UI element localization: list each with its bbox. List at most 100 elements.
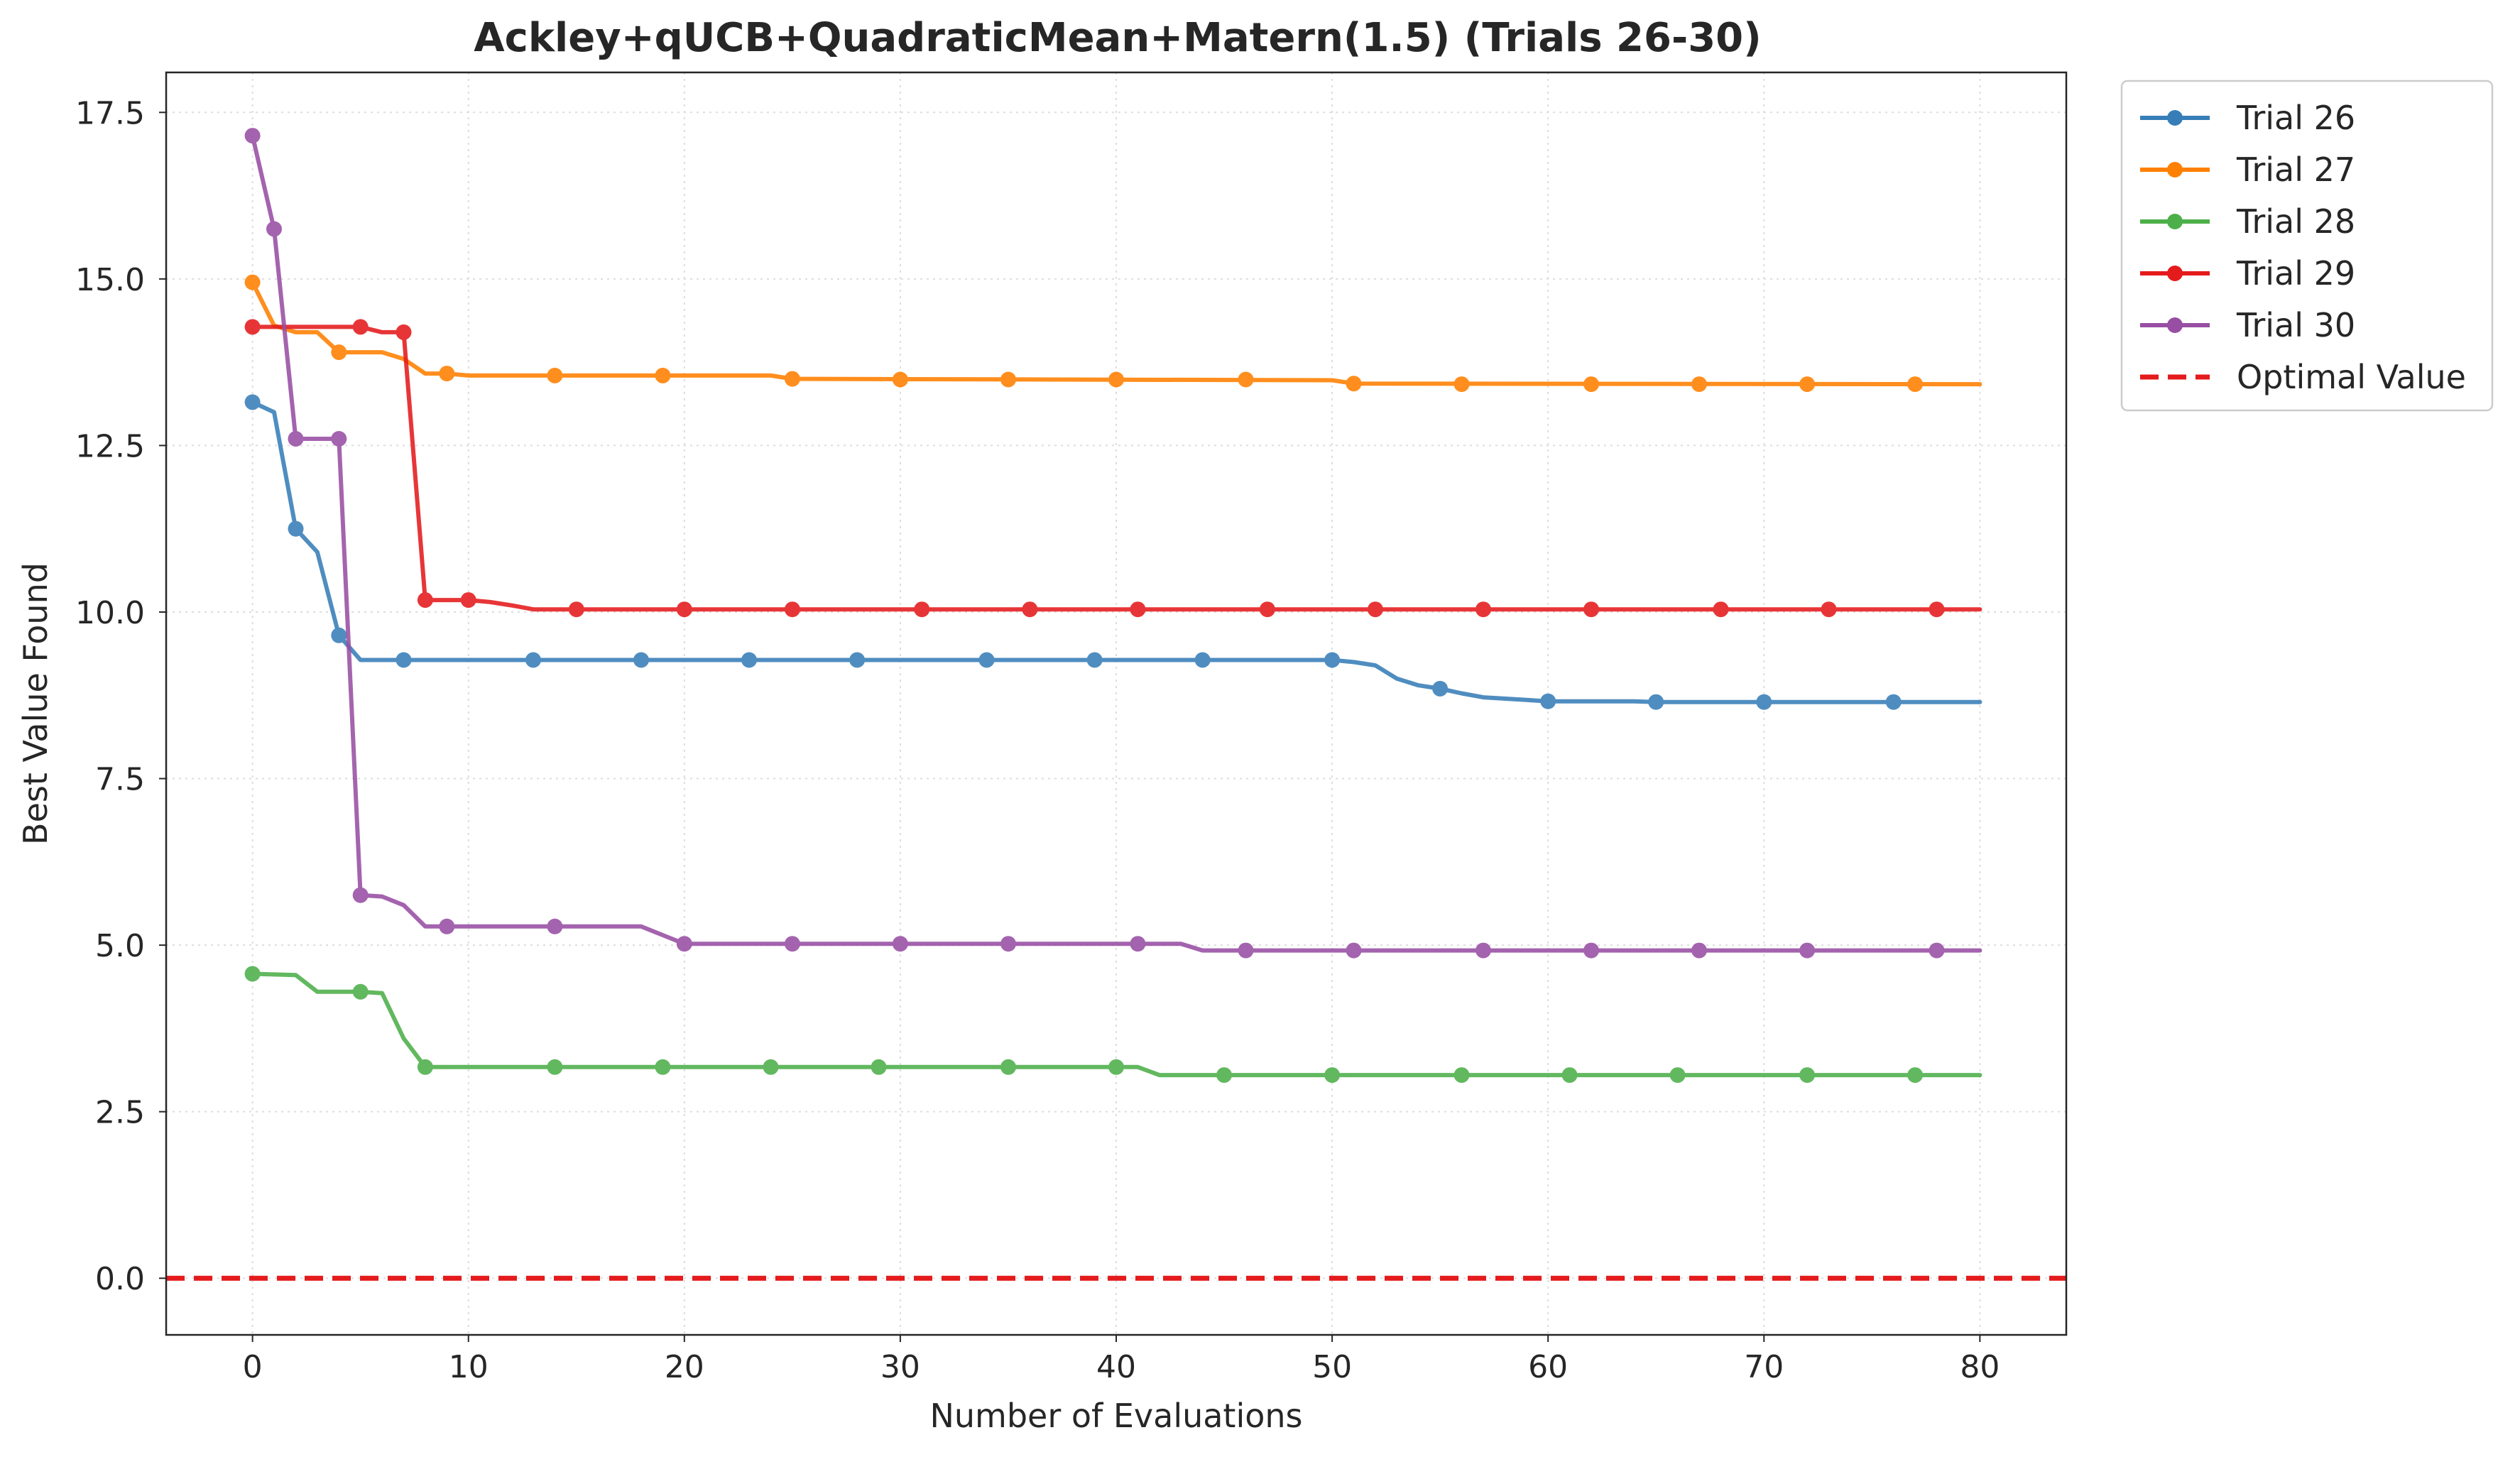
data-point (1476, 601, 1491, 617)
data-point (1130, 601, 1145, 617)
data-point (741, 653, 757, 668)
data-point (1087, 653, 1103, 668)
x-tick-label: 80 (1960, 1349, 2000, 1385)
data-point (439, 366, 454, 381)
data-point (1238, 372, 1254, 388)
data-point (418, 1059, 433, 1075)
data-point (763, 1059, 779, 1075)
data-point (1799, 1067, 1815, 1083)
data-point (1000, 372, 1016, 388)
data-point (418, 592, 433, 608)
data-point (1216, 1067, 1232, 1083)
y-tick-label: 0.0 (95, 1261, 145, 1297)
data-point (1907, 376, 1923, 392)
data-point (1454, 1067, 1470, 1083)
data-point (1540, 694, 1556, 709)
data-point (871, 1059, 887, 1075)
data-point (1907, 1067, 1923, 1083)
data-point (1000, 1059, 1016, 1075)
data-point (245, 966, 261, 982)
data-point (245, 128, 261, 143)
legend-marker (2167, 317, 2183, 333)
data-point (1821, 601, 1837, 617)
data-point (1108, 1059, 1124, 1075)
data-point (353, 888, 369, 903)
data-point (785, 371, 800, 387)
data-point (1929, 601, 1945, 617)
data-point (893, 936, 908, 951)
data-point (1476, 943, 1491, 959)
data-point (439, 919, 454, 934)
legend-marker (2167, 214, 2183, 229)
data-point (569, 601, 584, 617)
data-point (1238, 943, 1254, 959)
data-point (353, 319, 369, 334)
data-point (1432, 681, 1448, 697)
x-axis-label: Number of Evaluations (929, 1397, 1302, 1435)
legend-label: Trial 27 (2236, 151, 2355, 189)
legend-label: Optimal Value (2237, 358, 2466, 396)
data-point (331, 431, 347, 447)
data-point (1324, 1067, 1340, 1083)
data-point (1713, 601, 1729, 617)
legend-label: Trial 28 (2236, 202, 2355, 241)
data-point (1799, 943, 1815, 959)
data-point (1583, 376, 1599, 392)
legend: Trial 26 Trial 27 Trial 28 Trial 29 Trial 30… (2122, 81, 2492, 410)
data-point (979, 653, 995, 668)
legend-label: Trial 26 (2236, 99, 2355, 137)
data-point (525, 653, 541, 668)
data-point (1022, 601, 1037, 617)
data-point (785, 936, 800, 951)
data-point (1108, 372, 1124, 388)
data-point (547, 1059, 562, 1075)
y-tick-label: 5.0 (95, 928, 145, 964)
data-point (1454, 376, 1470, 392)
data-point (1130, 936, 1145, 951)
x-tick-label: 50 (1312, 1349, 1352, 1385)
data-point (245, 275, 261, 290)
data-point (245, 319, 261, 334)
data-point (655, 1059, 670, 1075)
legend-label: Trial 29 (2236, 254, 2355, 293)
y-tick-label: 17.5 (75, 95, 145, 131)
y-tick-label: 12.5 (75, 428, 145, 464)
data-point (677, 936, 692, 951)
data-point (914, 601, 929, 617)
x-tick-label: 20 (665, 1349, 704, 1385)
legend-marker (2167, 110, 2183, 126)
data-point (396, 653, 412, 668)
data-point (1691, 376, 1707, 392)
y-axis-label: Best Value Found (16, 562, 55, 845)
data-point (1648, 694, 1664, 710)
data-point (1346, 376, 1362, 391)
data-point (461, 592, 476, 608)
y-tick-label: 15.0 (75, 262, 145, 298)
data-point (1583, 943, 1599, 959)
data-point (1000, 936, 1016, 951)
data-point (1368, 601, 1383, 617)
y-tick-label: 10.0 (75, 595, 145, 631)
data-point (1583, 601, 1599, 617)
data-point (1260, 601, 1275, 617)
x-tick-label: 10 (449, 1349, 489, 1385)
data-point (1756, 694, 1772, 710)
x-tick-label: 0 (243, 1349, 263, 1385)
data-point (1346, 943, 1362, 959)
legend-label: Trial 30 (2236, 306, 2355, 344)
data-point (1799, 376, 1815, 392)
data-point (1886, 694, 1902, 710)
y-tick-label: 2.5 (95, 1095, 145, 1131)
data-point (547, 919, 562, 934)
data-point (266, 222, 282, 237)
data-point (1691, 943, 1707, 959)
data-point (547, 368, 562, 383)
x-tick-label: 30 (880, 1349, 920, 1385)
data-point (396, 324, 412, 340)
data-point (353, 984, 369, 1000)
data-point (1195, 653, 1211, 668)
data-point (1929, 943, 1945, 959)
y-tick-label: 7.5 (95, 762, 145, 798)
x-tick-label: 60 (1528, 1349, 1568, 1385)
